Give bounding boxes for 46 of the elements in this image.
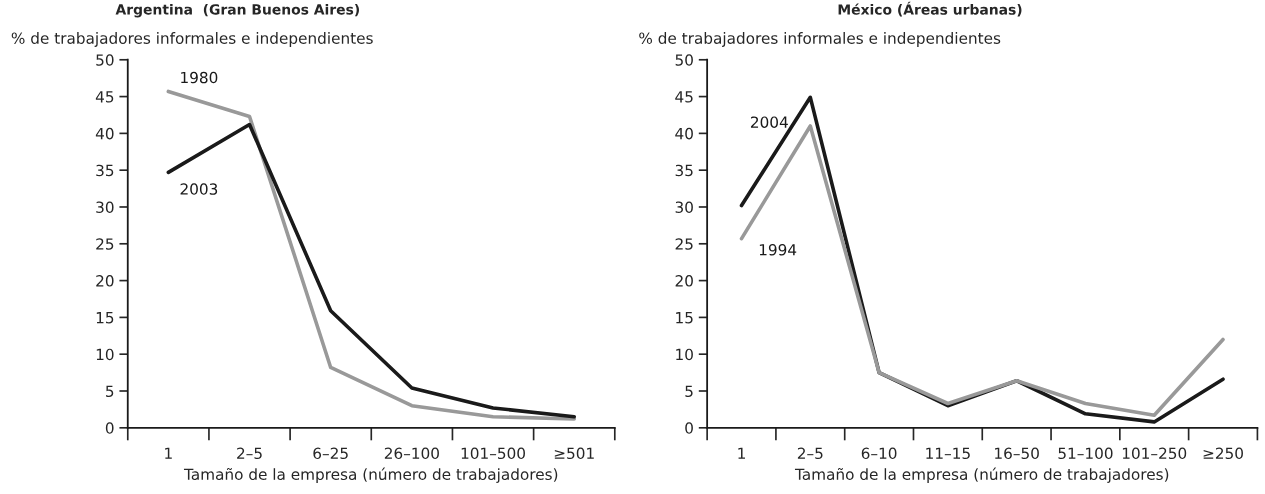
series-label: 1980 <box>181 71 218 84</box>
y-axis-title: % de trabajadores informales e independientes <box>11 32 373 47</box>
x-tick-label: 16–50 <box>995 447 1039 460</box>
x-tick-label: 2–5 <box>237 447 262 460</box>
series-label: 2003 <box>180 183 218 195</box>
series-label: 2004 <box>750 116 788 128</box>
y-tick-label: 50 <box>675 54 693 66</box>
y-tick-label: 5 <box>685 385 693 398</box>
x-tick-label: 6–25 <box>313 447 348 460</box>
y-tick-label: 15 <box>96 312 114 324</box>
y-tick-label: 35 <box>675 164 693 177</box>
y-tick-label: 15 <box>676 312 693 324</box>
x-axis-title: Tamaño de la empresa (número de trabajadores) <box>183 467 558 483</box>
y-tick-label: 20 <box>96 275 114 287</box>
y-axis-title: % de trabajadores informales e independientes <box>639 32 1001 47</box>
y-tick-label: 20 <box>675 275 693 287</box>
x-tick-label: 26–100 <box>384 447 439 460</box>
y-tick-label: 45 <box>675 91 693 103</box>
y-tick-label: 40 <box>95 127 114 140</box>
y-tick-label: 25 <box>675 238 693 250</box>
x-axis-title: Tamaño de la empresa (número de trabajadores) <box>794 467 1169 483</box>
y-tick-label: 30 <box>675 201 693 214</box>
y-tick-label: 40 <box>675 127 693 140</box>
x-tick-label: 6–10 <box>861 447 897 460</box>
chart-title: Argentina (Gran Buenos Aires) <box>115 3 359 18</box>
y-tick-label: 10 <box>676 348 693 361</box>
x-tick-label: 1 <box>738 447 745 459</box>
x-tick-label: ≥250 <box>1203 447 1243 460</box>
y-tick-label: 45 <box>95 91 114 103</box>
x-tick-label: 51–100 <box>1058 447 1113 460</box>
y-tick-label: 0 <box>105 422 114 434</box>
x-tick-label: 2–5 <box>797 447 823 460</box>
x-tick-label: 11–15 <box>926 447 970 460</box>
y-tick-label: 25 <box>96 238 114 250</box>
x-tick-label: ≥501 <box>554 447 594 460</box>
x-tick-label: 101–250 <box>1122 447 1187 460</box>
x-tick-label: 1 <box>165 447 172 459</box>
y-tick-label: 35 <box>96 164 114 177</box>
y-tick-label: 50 <box>96 54 114 66</box>
x-tick-label: 101–500 <box>461 447 525 460</box>
chart-title: México (Áreas urbanas) <box>838 1 1022 17</box>
y-tick-label: 30 <box>96 201 114 214</box>
y-tick-label: 0 <box>685 422 693 434</box>
y-tick-label: 10 <box>96 348 114 361</box>
series-label: 1994 <box>759 243 797 256</box>
y-tick-label: 5 <box>106 385 114 398</box>
